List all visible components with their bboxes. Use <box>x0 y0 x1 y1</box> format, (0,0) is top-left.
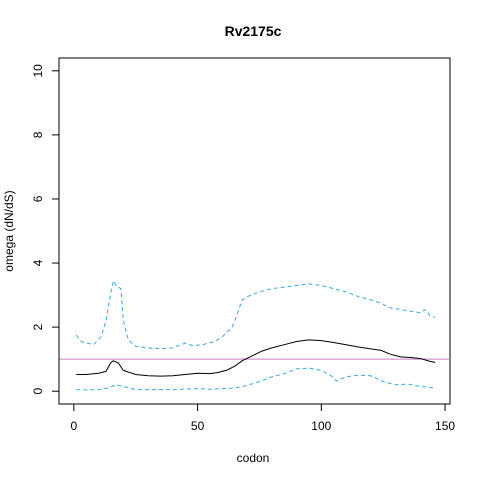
chart-title: Rv2175c <box>225 23 282 39</box>
y-tick-label: 8 <box>31 131 45 138</box>
x-axis-label: codon <box>237 451 270 465</box>
y-tick-label: 4 <box>31 259 45 266</box>
y-axis: 0 2 4 6 8 10 <box>31 64 60 395</box>
series-line-1 <box>76 339 436 377</box>
y-tick-label: 10 <box>31 64 45 78</box>
x-tick-label: 0 <box>71 419 78 433</box>
series-group <box>59 279 450 391</box>
x-axis: 0 50 100 150 <box>71 403 455 433</box>
x-tick-label: 150 <box>435 419 455 433</box>
series-line-3 <box>76 367 436 391</box>
x-tick-label: 50 <box>191 419 205 433</box>
y-tick-label: 2 <box>31 323 45 330</box>
y-tick-label: 6 <box>31 195 45 202</box>
x-tick-label: 100 <box>311 419 331 433</box>
plot-frame <box>58 57 451 405</box>
y-tick-label: 0 <box>31 388 45 395</box>
y-axis-label: omega (dN/dS) <box>2 190 16 271</box>
series-line-2 <box>75 279 436 350</box>
